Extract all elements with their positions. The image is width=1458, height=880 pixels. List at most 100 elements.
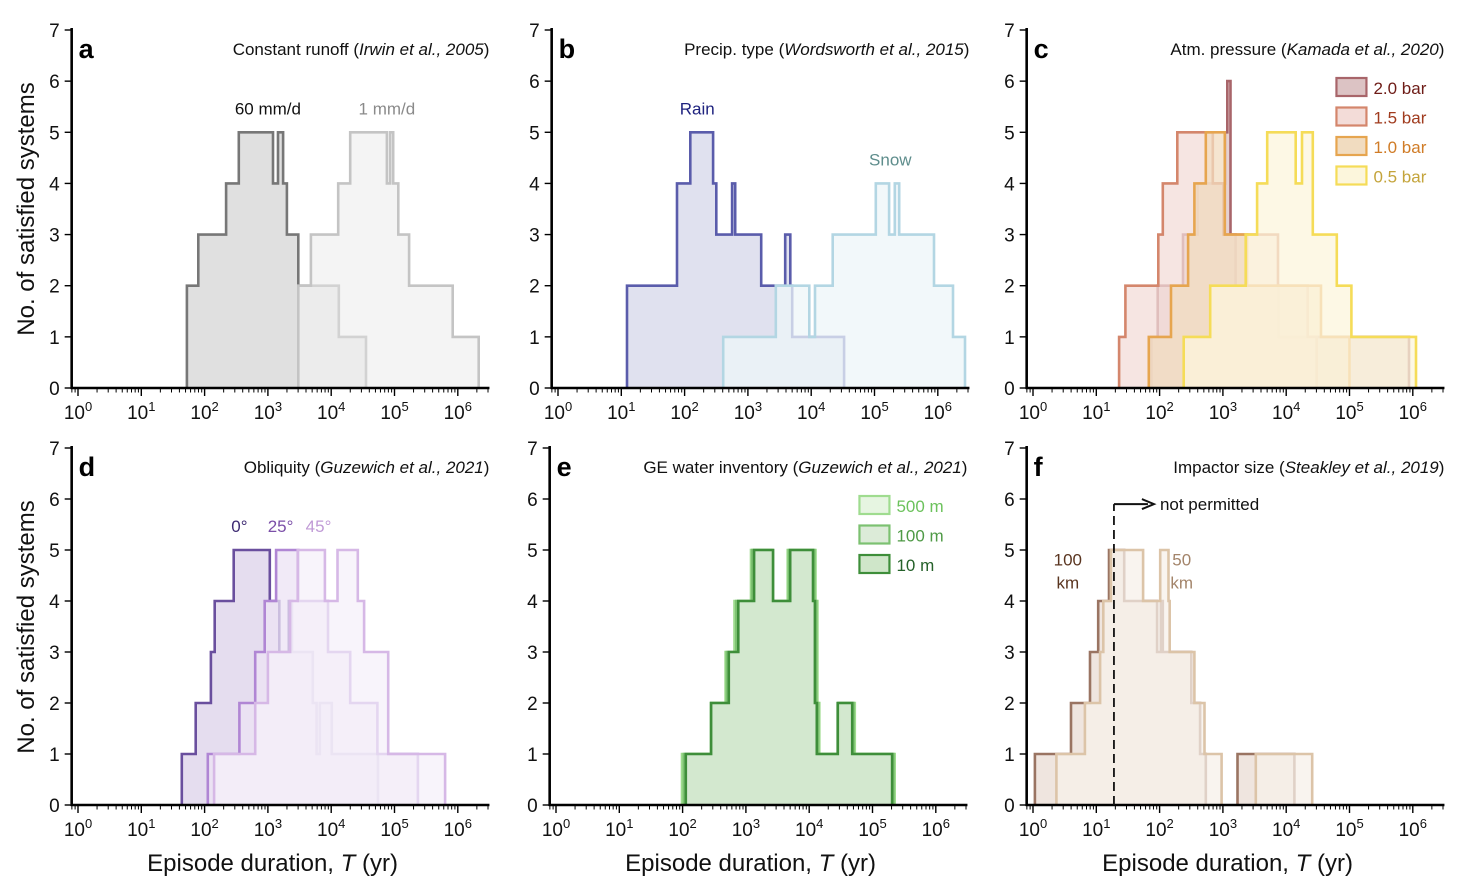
y-tick-label: 5	[1004, 123, 1015, 144]
x-tick-exponent: 0	[565, 399, 572, 414]
x-tick-exponent: 4	[816, 816, 823, 831]
x-tick-label: 105	[860, 399, 888, 424]
panel-title-part: )	[964, 40, 970, 59]
x-tick-exponent: 4	[338, 816, 345, 831]
panel-letter: e	[557, 452, 572, 482]
x-tick-exponent: 4	[1293, 816, 1300, 831]
x-axis-title-part: (yr)	[1310, 850, 1353, 877]
y-tick-label: 1	[529, 328, 540, 349]
panel-title: Constant runoff (Irwin et al., 2005)	[233, 40, 490, 59]
panel-title-part: GE water inventory (	[643, 458, 798, 477]
x-tick-exponent: 5	[401, 816, 408, 831]
x-tick-exponent: 3	[1230, 816, 1237, 831]
x-tick-label: 105	[1335, 399, 1363, 424]
x-tick-label: 103	[734, 399, 762, 424]
x-tick-exponent: 2	[690, 816, 697, 831]
x-tick-exponent: 4	[1293, 399, 1300, 414]
y-tick-label: 3	[1004, 643, 1015, 664]
x-tick-label: 102	[190, 816, 218, 841]
x-tick-exponent: 6	[943, 816, 950, 831]
panel-title-part: Wordsworth et al., 2015	[784, 40, 964, 59]
y-tick-label: 7	[1004, 439, 1015, 460]
y-tick-label: 4	[49, 592, 60, 613]
histogram-e-2	[684, 548, 894, 805]
x-tick-base: 10	[1399, 820, 1420, 841]
x-tick-base: 10	[380, 820, 401, 841]
x-tick-base: 10	[190, 820, 211, 841]
x-tick-label: 103	[732, 816, 760, 841]
x-tick-label: 102	[1145, 399, 1173, 424]
y-tick-label: 6	[49, 72, 60, 93]
x-axis-title-part: Episode duration,	[1102, 850, 1295, 877]
x-tick-exponent: 6	[945, 399, 952, 414]
x-tick-label: 104	[1272, 399, 1300, 424]
y-tick-label: 0	[1004, 796, 1015, 817]
x-tick-label: 103	[1209, 816, 1237, 841]
x-tick-base: 10	[605, 820, 626, 841]
x-tick-base: 10	[1399, 403, 1420, 424]
y-tick-label: 4	[49, 174, 60, 195]
y-tick-label: 4	[1004, 174, 1015, 195]
x-tick-base: 10	[1335, 403, 1356, 424]
x-tick-exponent: 5	[881, 399, 888, 414]
y-tick-label: 7	[49, 21, 60, 42]
x-tick-exponent: 3	[275, 399, 282, 414]
x-tick-exponent: 0	[85, 399, 92, 414]
x-tick-exponent: 6	[1420, 399, 1427, 414]
x-tick-base: 10	[797, 403, 818, 424]
legend-swatch	[1335, 165, 1368, 186]
x-tick-label: 100	[1019, 816, 1047, 841]
legend-label: 100 m	[896, 527, 943, 546]
y-tick-label: 1	[1004, 328, 1015, 349]
y-tick-label: 6	[527, 490, 538, 511]
x-tick-base: 10	[254, 403, 275, 424]
histogram-d-2	[212, 548, 447, 805]
x-tick-exponent: 2	[692, 399, 699, 414]
x-tick-exponent: 5	[401, 399, 408, 414]
x-tick-base: 10	[924, 403, 945, 424]
x-tick-label: 105	[380, 816, 408, 841]
x-tick-base: 10	[444, 403, 465, 424]
panel-title-part: Kamada et al., 2020	[1287, 40, 1440, 59]
panel-letter: a	[79, 34, 95, 64]
x-tick-label: 105	[1335, 816, 1363, 841]
y-tick-label: 3	[529, 226, 540, 247]
x-tick-base: 10	[1019, 820, 1040, 841]
x-tick-label: 102	[668, 816, 696, 841]
y-axis-title: No. of satisfied systems	[13, 500, 40, 753]
x-axis-title-part: T	[341, 850, 358, 877]
series-label: 0°	[231, 517, 247, 536]
x-tick-exponent: 1	[626, 816, 633, 831]
y-tick-label: 3	[49, 643, 60, 664]
series-label: Snow	[869, 151, 912, 170]
panel-title-part: )	[962, 458, 968, 477]
x-tick-label: 100	[544, 399, 572, 424]
x-tick-exponent: 3	[1230, 399, 1237, 414]
y-tick-label: 0	[529, 379, 540, 400]
x-tick-exponent: 5	[1356, 399, 1363, 414]
x-tick-exponent: 0	[1040, 816, 1047, 831]
legend-swatch	[858, 494, 891, 516]
panel-title: GE water inventory (Guzewich et al., 202…	[643, 458, 967, 477]
arrow-head-icon	[1141, 498, 1157, 511]
panel-title-part: Guzewich et al., 2021	[320, 458, 483, 477]
legend-label: 2.0 bar	[1373, 79, 1426, 98]
y-tick-label: 1	[49, 745, 60, 766]
y-tick-label: 6	[1004, 72, 1015, 93]
y-tick-label: 1	[49, 328, 60, 349]
x-tick-label: 101	[1082, 816, 1110, 841]
y-tick-label: 6	[529, 72, 540, 93]
x-axis-title-part: Episode duration,	[147, 850, 340, 877]
x-tick-base: 10	[670, 403, 691, 424]
series-label: km	[1170, 573, 1193, 592]
x-tick-label: 103	[1209, 399, 1237, 424]
x-tick-base: 10	[64, 820, 85, 841]
y-tick-label: 1	[1004, 745, 1015, 766]
x-tick-label: 101	[607, 399, 635, 424]
y-tick-label: 5	[527, 541, 538, 562]
